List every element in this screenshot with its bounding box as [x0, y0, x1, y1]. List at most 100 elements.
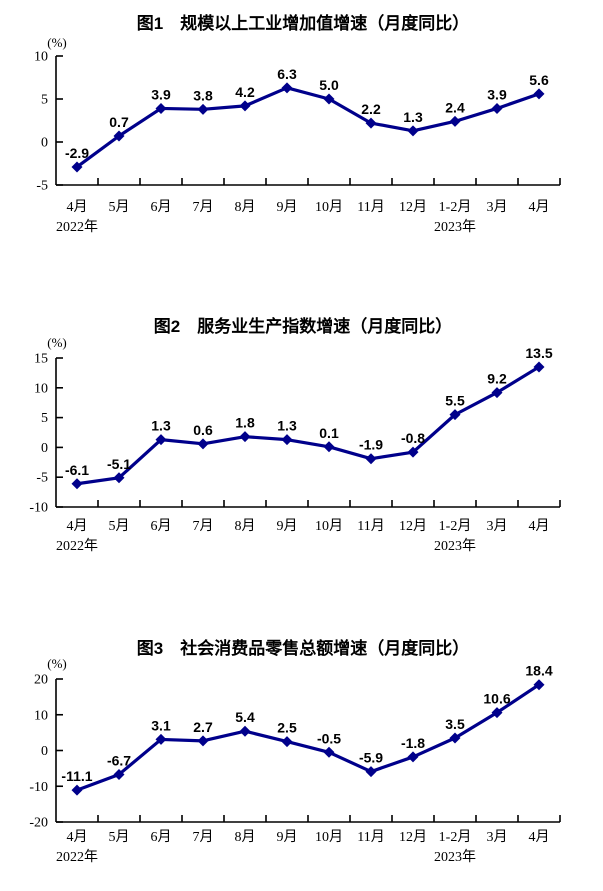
x-axis-label: 4月 — [67, 199, 88, 215]
y-axis-tick-label: 10 — [34, 381, 48, 396]
data-point-label: 1.8 — [235, 415, 255, 431]
data-point-marker — [491, 387, 503, 399]
x-axis-label: 3月 — [487, 518, 508, 534]
y-axis-tick-label: -5 — [36, 179, 48, 194]
data-point-marker — [449, 115, 461, 127]
y-axis-tick-label: 0 — [41, 744, 48, 759]
data-point-marker — [491, 102, 503, 114]
data-point-marker — [323, 441, 335, 453]
x-axis-label: 12月 — [399, 829, 427, 845]
x-axis-label: 1-2月 — [439, 518, 472, 534]
data-point-marker — [239, 725, 251, 737]
data-point-marker — [407, 446, 419, 458]
x-axis-label: 12月 — [399, 518, 427, 534]
y-axis-tick-label: 10 — [34, 50, 48, 65]
data-point-marker — [407, 751, 419, 763]
x-axis-label: 4月 — [529, 199, 550, 215]
data-point-marker — [197, 438, 209, 450]
data-point-label: 2.2 — [361, 101, 381, 117]
data-point-label: 2.5 — [277, 720, 297, 736]
x-axis-label: 12月 — [399, 199, 427, 215]
data-point-label: 0.1 — [319, 425, 339, 441]
data-point-label: -11.1 — [61, 768, 92, 784]
x-axis-label: 5月 — [109, 199, 130, 215]
x-axis-label: 5月 — [109, 518, 130, 534]
x-axis-label: 4月 — [529, 518, 550, 534]
y-axis-tick-label: 0 — [41, 441, 48, 456]
x-axis-label: 8月 — [235, 518, 256, 534]
x-axis-label: 4月 — [529, 829, 550, 845]
x-axis-year-note: 2023年 — [434, 849, 476, 865]
data-point-label: 5.0 — [319, 77, 339, 93]
x-axis-label: 1-2月 — [439, 199, 472, 215]
data-point-marker — [239, 431, 251, 443]
data-point-marker — [365, 766, 377, 778]
x-axis-year-note: 2022年 — [56, 219, 98, 235]
data-point-marker — [281, 82, 293, 94]
data-point-marker — [155, 434, 167, 446]
data-point-label: 5.5 — [445, 393, 465, 409]
data-point-label: 1.3 — [403, 109, 423, 125]
x-axis-label: 7月 — [193, 199, 214, 215]
data-point-label: 4.2 — [235, 84, 255, 100]
chart-title: 图2 服务业生产指数增速（月度同比） — [154, 316, 452, 336]
data-point-marker — [365, 117, 377, 129]
x-axis-label: 5月 — [109, 829, 130, 845]
data-point-marker — [533, 679, 545, 691]
data-point-marker — [197, 735, 209, 747]
data-point-marker — [239, 100, 251, 112]
data-point-marker — [323, 746, 335, 758]
data-point-marker — [155, 733, 167, 745]
data-point-marker — [491, 707, 503, 719]
x-axis-label: 10月 — [315, 518, 343, 534]
data-point-marker — [323, 93, 335, 105]
x-axis-year-note: 2023年 — [434, 538, 476, 554]
x-axis-label: 3月 — [487, 829, 508, 845]
y-axis-tick-label: -10 — [29, 780, 48, 795]
series-line — [75, 365, 541, 486]
x-axis-label: 9月 — [277, 518, 298, 534]
data-point-label: 18.4 — [525, 663, 552, 679]
chart-figure-1: 图1 规模以上工业增加值增速（月度同比） (%)10 5 0 -5 4月 5月 6月 7月 8月 9… — [34, 13, 561, 235]
data-point-marker — [71, 784, 83, 796]
x-axis-label: 6月 — [151, 829, 172, 845]
x-axis-label: 7月 — [193, 829, 214, 845]
data-point-label: -2.9 — [65, 145, 89, 161]
chart-figure-3: 图3 社会消费品零售总额增速（月度同比） (%) 20 10 0 -10 -20 4月 5月 6月… — [29, 638, 561, 865]
data-point-marker — [113, 768, 125, 780]
y-axis-unit-label: (%) — [47, 656, 67, 671]
x-axis-year-note: 2022年 — [56, 849, 98, 865]
data-point-label: -6.1 — [65, 462, 89, 478]
x-axis-label: 9月 — [277, 199, 298, 215]
chart-title: 图3 社会消费品零售总额增速（月度同比） — [137, 638, 469, 658]
x-axis-label: 11月 — [357, 829, 384, 845]
y-axis-tick-label: 5 — [41, 93, 48, 108]
y-axis-tick-label: 5 — [41, 411, 48, 426]
data-point-marker — [533, 361, 545, 373]
x-axis-year-note: 2022年 — [56, 538, 98, 554]
data-point-marker — [281, 736, 293, 748]
data-point-label: 1.3 — [277, 418, 297, 434]
data-point-label: -1.8 — [401, 735, 425, 751]
data-point-label: 0.7 — [109, 114, 129, 130]
data-point-marker — [71, 161, 83, 173]
series-line — [75, 86, 541, 169]
x-axis-label: 7月 — [193, 518, 214, 534]
data-point-marker — [407, 125, 419, 137]
data-point-label: 3.9 — [487, 86, 507, 102]
x-axis-label: 6月 — [151, 199, 172, 215]
data-point-label: 10.6 — [483, 691, 510, 707]
data-point-label: 2.4 — [445, 99, 465, 115]
y-axis-tick-label: 0 — [41, 136, 48, 151]
x-axis-label: 4月 — [67, 518, 88, 534]
x-axis-label: 10月 — [315, 829, 343, 845]
data-point-label: 3.8 — [193, 87, 213, 103]
x-axis-label: 8月 — [235, 199, 256, 215]
data-point-label: 3.1 — [151, 717, 171, 733]
data-point-label: 5.6 — [529, 72, 549, 88]
data-point-label: 6.3 — [277, 66, 297, 82]
data-point-label: 1.3 — [151, 418, 171, 434]
data-point-label: -0.8 — [401, 430, 425, 446]
